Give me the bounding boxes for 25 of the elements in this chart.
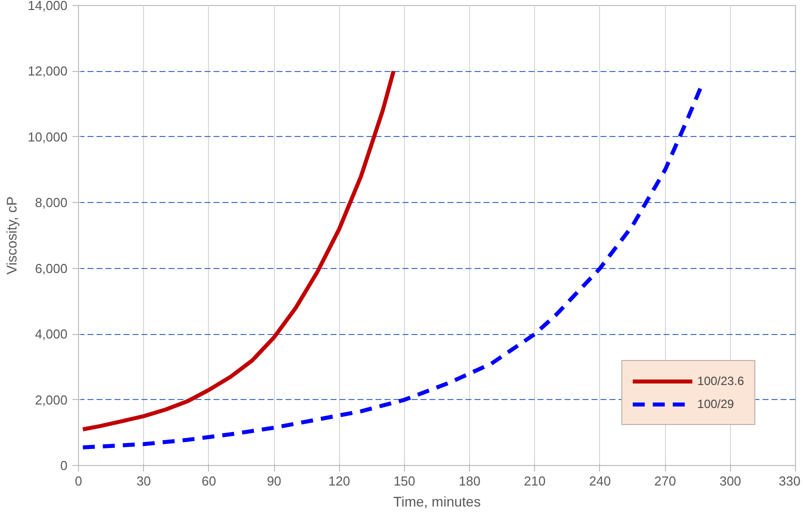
y-axis-title: Viscosity, cP bbox=[4, 196, 20, 275]
y-tick-label: 8,000 bbox=[34, 195, 68, 210]
x-tick-label: 330 bbox=[778, 474, 801, 488]
x-tick-label: 240 bbox=[589, 474, 611, 488]
y-tick-label: 6,000 bbox=[34, 260, 68, 276]
y-tick-label: 12,000 bbox=[28, 64, 68, 79]
y-tick-label: 2,000 bbox=[34, 392, 68, 408]
x-tick-label: 90 bbox=[266, 474, 282, 488]
x-tick-label: 30 bbox=[136, 474, 151, 488]
x-tick-label: 210 bbox=[524, 474, 546, 488]
y-tick-label: 4,000 bbox=[34, 326, 68, 342]
x-tick-label: 270 bbox=[654, 474, 676, 488]
line-series bbox=[80, 69, 396, 432]
y-tick-label: 10,000 bbox=[28, 129, 68, 144]
x-tick-label: 0 bbox=[74, 474, 82, 488]
x-tick-label: 60 bbox=[202, 474, 216, 488]
legend-label: 100/23.6 bbox=[697, 374, 744, 388]
x-tick-label: 300 bbox=[719, 474, 742, 488]
x-axis-title: Time, minutes bbox=[393, 494, 481, 510]
x-tick-label: 120 bbox=[328, 474, 350, 488]
x-tick-label: 150 bbox=[394, 474, 416, 488]
y-tick-label: 14,000 bbox=[28, 0, 68, 13]
x-tick-label: 180 bbox=[458, 474, 480, 488]
legend-label: 100/29 bbox=[697, 397, 734, 411]
y-tick-label: 0 bbox=[60, 458, 68, 473]
